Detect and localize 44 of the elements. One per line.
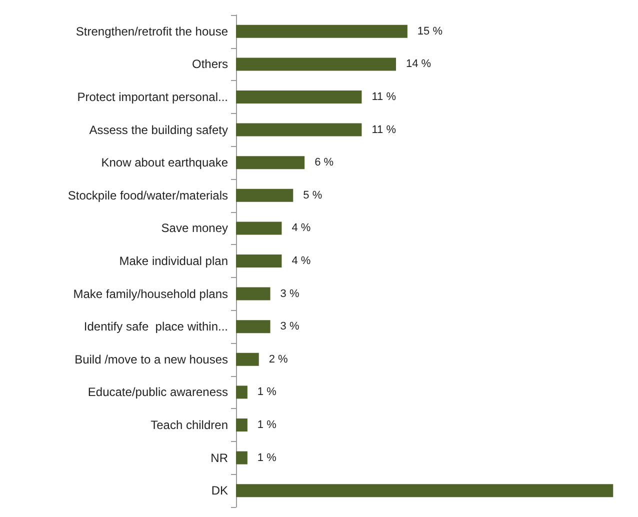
data-label: 4 % [292, 222, 311, 234]
data-label: 3 % [280, 288, 300, 300]
y-tick-label: Assess the building safety [89, 122, 228, 137]
y-tick-label: Build /move to a new houses [74, 352, 228, 366]
data-label: 11 % [372, 124, 396, 136]
y-tick-label: Protect important personal... [77, 90, 228, 104]
bar [236, 287, 270, 300]
bar [236, 222, 282, 235]
data-label: 1 % [257, 452, 277, 464]
data-label: 3 % [280, 320, 300, 333]
data-label: 11 % [372, 91, 396, 103]
bar [236, 156, 305, 170]
y-tick-label: Educate/public awareness [88, 385, 228, 400]
y-tick-label: Others [192, 57, 228, 72]
data-label: 5 % [303, 189, 322, 202]
data-label: 15 % [417, 25, 443, 38]
data-label: 4 % [292, 255, 311, 267]
y-tick-label: Strengthen/retrofit the house [76, 24, 228, 38]
y-tick-label: NR [210, 450, 228, 465]
y-tick-label: Save money [161, 221, 228, 236]
data-label: 2 % [268, 353, 288, 366]
bar [236, 418, 248, 432]
data-label: 6 % [314, 156, 334, 169]
bar [236, 254, 282, 268]
bar [236, 90, 362, 104]
bar [236, 24, 408, 38]
bar [236, 123, 362, 136]
y-tick-label: Make individual plan [119, 254, 228, 268]
y-tick-label: DK [211, 484, 228, 498]
data-label: 1 % [257, 386, 277, 398]
data-label: 14 % [406, 58, 432, 70]
y-tick-label: Make family/household plans [73, 286, 228, 301]
bar [236, 484, 614, 498]
y-tick-label: Stockpile food/water/materials [68, 188, 228, 202]
bar [236, 320, 270, 334]
y-tick-label: Know about earthquake [101, 156, 228, 170]
bar [236, 58, 396, 71]
data-label: 1 % [257, 419, 277, 431]
bar [236, 188, 294, 202]
bar [236, 386, 248, 399]
bar [236, 451, 248, 464]
y-tick-label: Identify safe place within... [84, 320, 228, 334]
y-tick-label: Teach children [150, 418, 228, 432]
bar [236, 352, 259, 366]
